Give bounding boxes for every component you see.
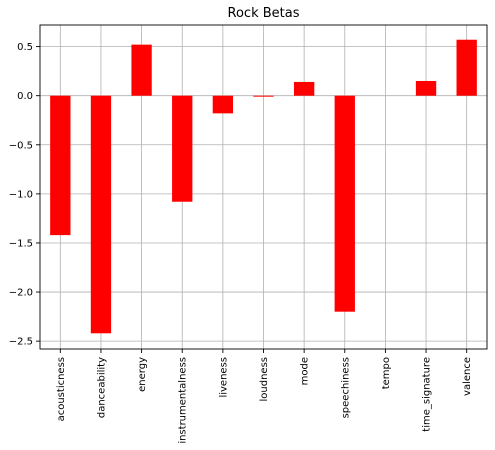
x-axis: acousticness danceability energy instrument… <box>56 349 473 444</box>
x-tick-label: energy <box>137 357 148 392</box>
bar-speechiness <box>334 95 355 312</box>
y-axis: 0.5 0.0 −0.5 −1.0 −1.5 −2.0 −2.5 <box>9 42 40 348</box>
x-tick-label: acousticness <box>56 357 67 421</box>
x-tick-label: instrumentalness <box>178 357 189 444</box>
y-tick-label: −2.5 <box>9 337 33 348</box>
bar-danceability <box>90 95 112 334</box>
bar-energy <box>131 44 152 96</box>
x-tick-label: danceability <box>96 357 107 418</box>
bar-acousticness <box>50 95 71 236</box>
bar-time_signature <box>415 80 437 96</box>
x-tick-label: tempo <box>381 357 392 389</box>
bar-valence <box>456 39 477 96</box>
x-tick-label: speechiness <box>340 357 351 418</box>
bar-liveness <box>212 95 234 114</box>
y-tick-label: 0.0 <box>17 91 33 102</box>
x-tick-label: loudness <box>259 357 270 402</box>
y-tick-label: −2.0 <box>9 288 33 299</box>
bar-mode <box>293 81 315 96</box>
bar-loudness <box>253 95 274 97</box>
y-tick-label: −0.5 <box>9 140 33 151</box>
chart-title: Rock Betas <box>228 6 300 21</box>
x-tick-label: valence <box>462 357 473 396</box>
y-tick-label: 0.5 <box>17 42 33 53</box>
y-tick-label: −1.0 <box>9 189 33 200</box>
bars <box>50 39 477 334</box>
bar-instrumentalness <box>172 95 193 202</box>
grid-lines <box>40 25 487 349</box>
x-tick-label: mode <box>300 357 311 385</box>
y-tick-label: −1.5 <box>9 238 33 249</box>
x-tick-label: liveness <box>218 357 229 398</box>
x-tick-label: time_signature <box>422 357 433 432</box>
